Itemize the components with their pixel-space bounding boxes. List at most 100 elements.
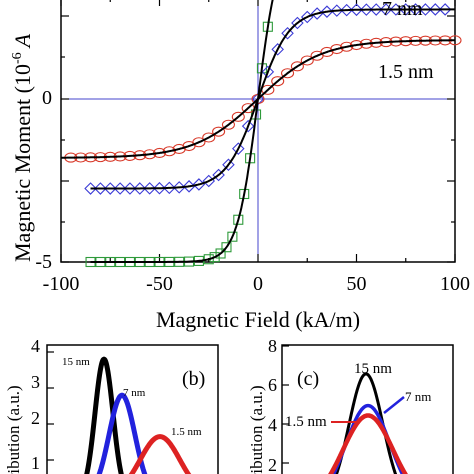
marker-7nm bbox=[389, 3, 403, 16]
c-panel-label: (c) bbox=[297, 368, 319, 390]
marker-1-5nm bbox=[330, 43, 344, 55]
marker-7nm bbox=[103, 182, 117, 195]
marker-7nm bbox=[153, 181, 166, 195]
marker-7nm bbox=[399, 3, 413, 16]
marker-7nm bbox=[222, 158, 235, 172]
marker-7nm bbox=[163, 181, 176, 195]
marker-7nm bbox=[409, 3, 422, 16]
marker-7nm bbox=[360, 3, 373, 16]
x-tick-neg100: -100 bbox=[43, 273, 80, 295]
marker-1-5nm bbox=[280, 68, 295, 79]
x-tick-neg50: -50 bbox=[146, 273, 173, 295]
marker-1-5nm bbox=[192, 137, 206, 148]
c-y-axis-label: tribution (a.u.) bbox=[247, 385, 266, 474]
marker-7nm bbox=[429, 3, 442, 16]
fit-curve-15-nm bbox=[90, 0, 274, 263]
c-y-tick-4: 4 bbox=[268, 415, 277, 435]
marker-7nm bbox=[94, 182, 107, 195]
marker-7nm bbox=[271, 43, 284, 56]
x-tick-100: 100 bbox=[440, 273, 470, 295]
b-label-15nm: 15 nm bbox=[62, 356, 90, 368]
marker-7nm bbox=[340, 3, 353, 17]
marker-7nm bbox=[281, 26, 294, 40]
marker-15nm bbox=[221, 242, 232, 253]
b-panel-label: (b) bbox=[182, 368, 205, 390]
distribution-curve-7-nm bbox=[96, 392, 148, 474]
marker-15nm bbox=[227, 231, 238, 242]
marker-7nm bbox=[143, 182, 156, 195]
b-y-tick-1: 1 bbox=[31, 453, 40, 473]
marker-15nm bbox=[209, 252, 220, 263]
panel-a: 0 -5 -100 -50 0 50 100 Magnetic Field (k… bbox=[10, 0, 470, 332]
marker-1-5nm bbox=[212, 126, 226, 137]
b-y-axis-label: tribution (a.u.) bbox=[4, 385, 23, 474]
x-tick-0: 0 bbox=[253, 273, 263, 295]
c-y-tick-2: 2 bbox=[268, 455, 277, 474]
fit-curves bbox=[61, 0, 455, 263]
y-tick-0: 0 bbox=[42, 87, 52, 109]
marker-7nm bbox=[123, 182, 137, 195]
fit-curve-7-nm bbox=[90, 8, 455, 190]
y-axis-label-group: Magnetic Moment (10-6 A bbox=[10, 33, 35, 262]
c-label-15nm: 15 nm bbox=[354, 361, 392, 377]
b-label-7nm: 7 nm bbox=[123, 387, 146, 399]
b-y-tick-2: 2 bbox=[31, 408, 40, 428]
svg-text:Magnetic Moment (10-6A: Magnetic Moment (10-6 A bbox=[10, 33, 35, 262]
marker-7nm bbox=[133, 182, 147, 195]
marker-7nm bbox=[330, 4, 344, 17]
marker-7nm bbox=[419, 3, 432, 16]
marker-7nm bbox=[84, 182, 97, 195]
y-axis-label-unit: A bbox=[10, 33, 35, 49]
axis-ticks-c bbox=[282, 345, 289, 464]
marker-7nm bbox=[261, 65, 275, 79]
marker-1-5nm bbox=[290, 61, 304, 72]
panel-b: 4 3 2 1 tribution (a.u.) (b) 15 nm 7 nm … bbox=[4, 336, 219, 474]
fit-curve-1-5-nm bbox=[61, 39, 455, 159]
marker-1-5nm bbox=[202, 132, 216, 143]
y-tick-neg5: -5 bbox=[35, 251, 52, 273]
y-axis-label: Magnetic Moment (10 bbox=[10, 64, 35, 262]
marker-1-5nm bbox=[162, 146, 176, 157]
marker-7nm bbox=[369, 3, 383, 16]
marker-7nm bbox=[241, 119, 255, 133]
series-label-1-5nm: 1.5 nm bbox=[378, 61, 434, 83]
marker-1-5nm bbox=[300, 55, 314, 66]
distribution-curve-1-5-nm bbox=[328, 413, 408, 474]
x-tick-50: 50 bbox=[347, 273, 367, 295]
c-label-7nm-leader bbox=[383, 396, 405, 414]
y-axis-label-exponent: -6 bbox=[10, 52, 25, 64]
distribution-curves-c bbox=[328, 372, 408, 474]
c-y-tick-8: 8 bbox=[268, 336, 277, 356]
marker-15nm bbox=[215, 248, 226, 259]
data-markers bbox=[64, 3, 462, 268]
c-label-7nm: 7 nm bbox=[405, 389, 431, 404]
marker-1-5nm bbox=[340, 41, 354, 52]
marker-1-5nm bbox=[231, 111, 245, 122]
distribution-curves-b bbox=[84, 356, 192, 474]
marker-7nm bbox=[320, 5, 334, 18]
c-y-tick-6: 6 bbox=[268, 375, 277, 395]
marker-7nm bbox=[438, 3, 452, 16]
distribution-curve-15-nm bbox=[84, 356, 124, 474]
marker-1-5nm bbox=[271, 76, 285, 87]
plot-frame-b bbox=[46, 344, 219, 474]
b-label-1-5nm: 1.5 nm bbox=[171, 426, 202, 438]
b-y-tick-4: 4 bbox=[31, 336, 40, 356]
c-label-1-5nm: 1.5 nm bbox=[285, 414, 327, 430]
b-y-tick-3: 3 bbox=[31, 372, 40, 392]
panel-c: 8 6 4 2 tribution (a.u.) (c) 15 nm 7 nm … bbox=[247, 336, 454, 474]
series-label-7nm: 7 nm bbox=[382, 0, 423, 20]
x-axis-label: Magnetic Field (kA/m) bbox=[156, 307, 360, 332]
marker-7nm bbox=[172, 181, 186, 194]
marker-7nm bbox=[350, 3, 363, 17]
marker-7nm bbox=[113, 182, 127, 195]
marker-15nm bbox=[233, 214, 244, 225]
plot-frame-c bbox=[281, 344, 454, 474]
marker-1-5nm bbox=[221, 119, 235, 130]
distribution-curve-1-5-nm bbox=[128, 434, 192, 474]
marker-7nm bbox=[232, 142, 245, 155]
distribution-curve-7-nm bbox=[331, 403, 405, 474]
marker-7nm bbox=[379, 3, 393, 16]
axis-ticks-b bbox=[47, 351, 54, 461]
